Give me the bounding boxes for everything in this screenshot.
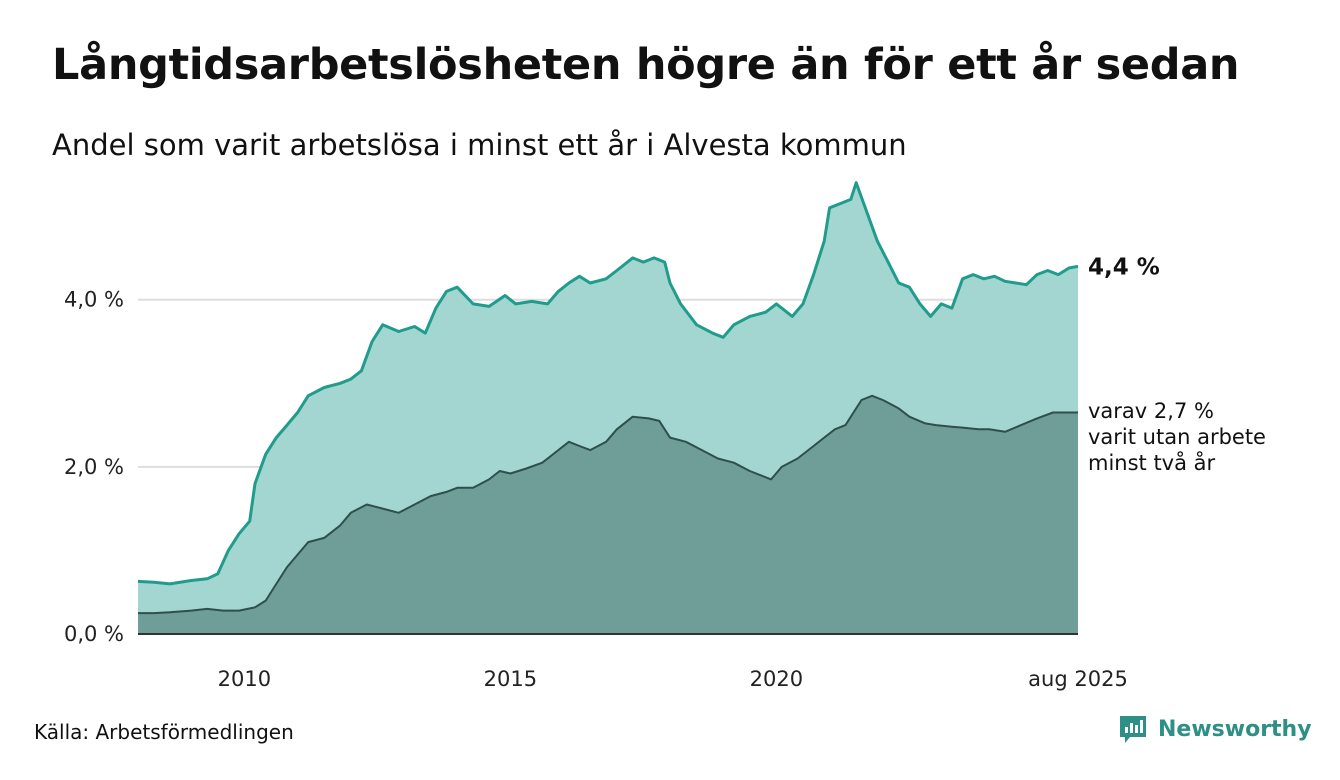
newsworthy-logo[interactable]: Newsworthy: [1118, 713, 1312, 745]
x-tick-label: 2020: [750, 667, 803, 691]
y-axis-ticks: 0,0 % 2,0 % 4,0 %: [64, 288, 124, 646]
chart-subtitle: Andel som varit arbetslösa i minst ett å…: [52, 128, 907, 162]
newsworthy-logo-icon: [1120, 716, 1146, 743]
x-tick-label: 2015: [484, 667, 537, 691]
y-tick-label: 0,0 %: [64, 622, 124, 646]
two-year-area: [138, 395, 1078, 634]
total-line: [137, 181, 1079, 586]
chart-title: Långtidsarbetslösheten högre än för ett …: [52, 40, 1240, 90]
area-chart: 0,0 % 2,0 % 4,0 % 2010 2015 2020 aug 2025 4,4…: [64, 181, 1266, 691]
two-year-label-line: varit utan arbete: [1088, 425, 1266, 449]
brand-name: Newsworthy: [1158, 716, 1312, 742]
y-tick-label: 4,0 %: [64, 288, 124, 312]
x-tick-label: 2010: [218, 667, 271, 691]
x-tick-label-end: aug 2025: [1028, 667, 1128, 691]
total-end-label: 4,4 %: [1088, 254, 1160, 280]
two-year-end-label: varav 2,7 % varit utan arbete minst två år: [1088, 399, 1266, 475]
two-year-label-line: varav 2,7 %: [1088, 399, 1214, 423]
x-axis-ticks: 2010 2015 2020 aug 2025: [218, 667, 1128, 691]
source-note: Källa: Arbetsförmedlingen: [34, 720, 294, 744]
y-tick-label: 2,0 %: [64, 455, 124, 479]
two-year-label-line: minst två år: [1088, 450, 1216, 475]
two-year-line: [138, 394, 1078, 615]
